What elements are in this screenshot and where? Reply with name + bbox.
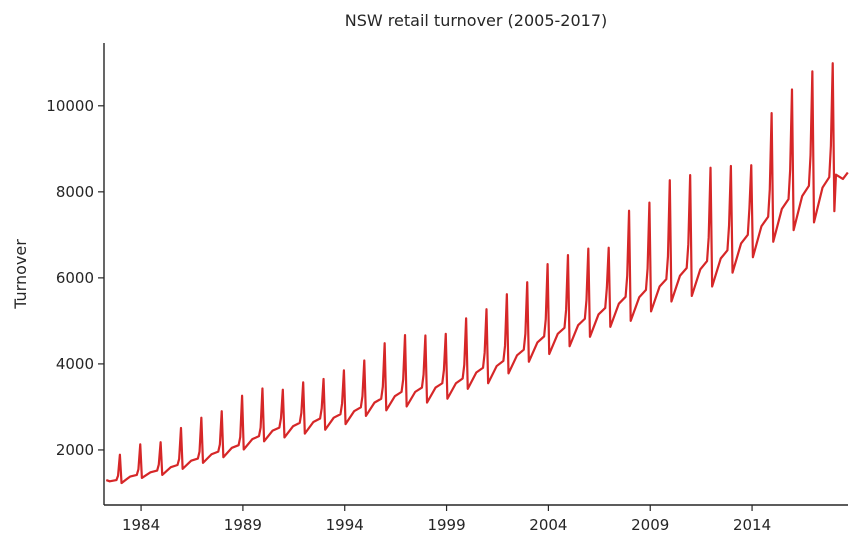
- y-tick-label: 4000: [56, 355, 94, 373]
- x-tick-label: 1984: [122, 516, 160, 534]
- x-tick-label: 2009: [631, 516, 669, 534]
- y-tick-label: 8000: [56, 183, 94, 201]
- x-tick-label: 1999: [427, 516, 465, 534]
- x-tick-label: 1989: [224, 516, 262, 534]
- line-series: [105, 62, 849, 485]
- y-axis-label: Turnover: [11, 239, 30, 310]
- x-tick-label: 1994: [326, 516, 364, 534]
- x-tick-label: 2014: [733, 516, 771, 534]
- y-tick-label: 6000: [56, 269, 94, 287]
- y-tick-label: 2000: [56, 441, 94, 459]
- chart-title: NSW retail turnover (2005-2017): [345, 11, 607, 30]
- x-tick-label: 2004: [529, 516, 567, 534]
- y-tick-label: 10000: [46, 97, 94, 115]
